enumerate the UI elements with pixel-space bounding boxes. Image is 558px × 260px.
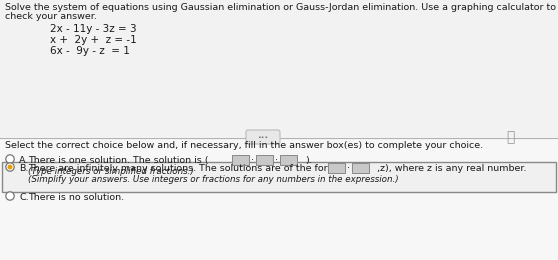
Text: ·: · bbox=[251, 155, 254, 165]
Circle shape bbox=[6, 155, 14, 163]
Text: B.: B. bbox=[19, 164, 28, 173]
Text: There is no solution.: There is no solution. bbox=[28, 193, 124, 202]
Bar bbox=[232, 155, 249, 165]
Bar bbox=[256, 155, 273, 165]
Bar bbox=[280, 155, 297, 165]
Circle shape bbox=[6, 163, 14, 171]
Text: (Simplify your answers. Use integers or fractions for any numbers in the express: (Simplify your answers. Use integers or … bbox=[28, 175, 398, 184]
Circle shape bbox=[6, 192, 14, 200]
Bar bbox=[352, 163, 369, 173]
Text: Solve the system of equations using Gaussian elimination or Gauss-Jordan elimina: Solve the system of equations using Gaus… bbox=[5, 3, 556, 12]
FancyBboxPatch shape bbox=[246, 130, 280, 144]
Text: There is one solution. The solution is (: There is one solution. The solution is ( bbox=[28, 156, 209, 165]
Text: There are infinitely many solutions. The solutions are of the form (: There are infinitely many solutions. The… bbox=[28, 164, 344, 173]
Text: •••: ••• bbox=[257, 134, 268, 140]
Text: (Type integers or simplified fractions.): (Type integers or simplified fractions.) bbox=[28, 167, 194, 176]
FancyBboxPatch shape bbox=[2, 162, 556, 192]
Text: 2x - 11y - 3z = 3: 2x - 11y - 3z = 3 bbox=[50, 24, 137, 34]
Circle shape bbox=[7, 165, 12, 170]
Bar bbox=[328, 163, 345, 173]
Text: ·: · bbox=[347, 163, 350, 173]
Bar bbox=[0, 140, 558, 260]
Text: 6x -  9y - z  = 1: 6x - 9y - z = 1 bbox=[50, 46, 130, 56]
Text: ⤷: ⤷ bbox=[506, 130, 514, 144]
Text: ).: ). bbox=[305, 156, 312, 165]
Bar bbox=[0, 0, 558, 140]
Text: ,z), where z is any real number.: ,z), where z is any real number. bbox=[377, 164, 527, 173]
Text: A.: A. bbox=[19, 156, 28, 165]
Text: x +  2y +  z = -1: x + 2y + z = -1 bbox=[50, 35, 137, 45]
Text: C.: C. bbox=[19, 193, 28, 202]
Text: Select the correct choice below and, if necessary, fill in the answer box(es) to: Select the correct choice below and, if … bbox=[5, 141, 483, 150]
Text: ·: · bbox=[275, 155, 278, 165]
Text: check your answer.: check your answer. bbox=[5, 12, 97, 21]
